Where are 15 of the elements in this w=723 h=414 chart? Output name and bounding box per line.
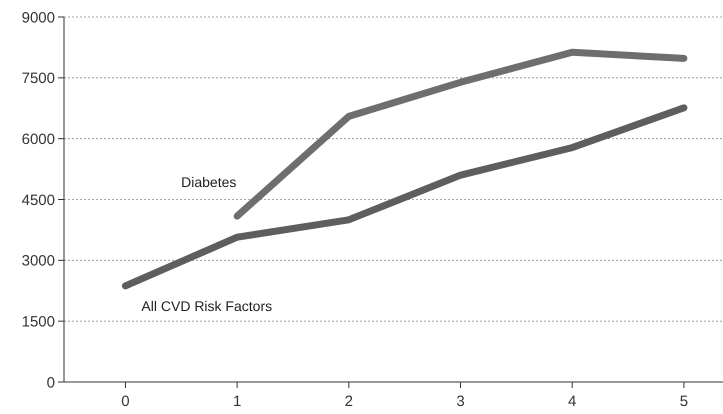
x-tick-label: 2	[344, 393, 353, 410]
x-tick-label: 0	[121, 393, 130, 410]
y-tick-label: 4500	[22, 192, 55, 209]
y-tick-label: 3000	[22, 252, 55, 270]
x-tick-label: 4	[568, 393, 576, 410]
series-label: Diabetes	[181, 174, 236, 190]
y-tick-label: 0	[46, 374, 55, 392]
x-tick-label: 3	[456, 393, 465, 410]
y-tick-label: 9000	[22, 9, 55, 26]
y-tick-label: 6000	[22, 130, 55, 148]
x-tick-label: 1	[232, 393, 242, 410]
y-tick-label: 7500	[22, 70, 55, 88]
y-tick-label: 1500	[22, 313, 55, 330]
series-label: All CVD Risk Factors	[141, 298, 272, 314]
x-tick-label: 5	[680, 393, 688, 410]
